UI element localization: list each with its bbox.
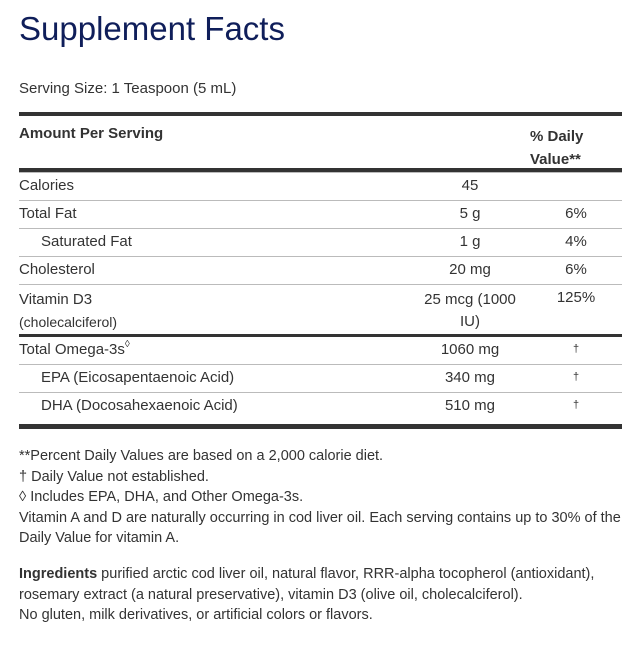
nutrient-amount: 510 mg (444, 397, 496, 414)
footnotes: **Percent Daily Values are based on a 2,… (19, 446, 629, 549)
daily-value-header-line1: % Daily (530, 128, 584, 145)
table-header: Amount Per Serving % Daily Value** (19, 116, 622, 172)
nutrient-amount: 340 mg (444, 369, 496, 386)
nutrient-name-sub: (cholecalciferol) (19, 314, 118, 330)
nutrient-amount: 45 (461, 177, 479, 194)
nutrient-dv: 125% (556, 289, 596, 306)
ingredients-label: Ingredients (19, 566, 98, 582)
table-row-total-fat: Total Fat 5 g 6% (19, 200, 622, 228)
daily-value-header-line2: Value** (530, 151, 581, 168)
nutrient-name: Total Omega-3s (19, 341, 125, 358)
ingredients-list: purified arctic cod liver oil, natural f… (19, 566, 595, 603)
nutrient-name: Cholesterol (19, 261, 95, 278)
diamond-footnote-icon: ◊ (124, 339, 130, 350)
nutrient-dv (530, 173, 622, 177)
table-row-cholesterol: Cholesterol 20 mg 6% (19, 256, 622, 284)
table-row-total-omega-3s: Total Omega-3s◊ 1060 mg † (19, 334, 622, 364)
table-row-epa: EPA (Eicosapentaenoic Acid) 340 mg † (19, 364, 622, 392)
nutrient-amount: 20 mg (449, 261, 491, 278)
nutrient-dv: † (530, 393, 622, 414)
nutrient-amount: 1060 mg (440, 341, 500, 358)
page-title: Supplement Facts (19, 10, 285, 47)
footnote-diamond: ◊ Includes EPA, DHA, and Other Omega-3s. (19, 489, 304, 505)
supplement-facts-table: Amount Per Serving % Daily Value** Calor… (19, 112, 622, 429)
nutrient-dv: † (530, 337, 622, 358)
dagger-footnote-icon: † (572, 371, 580, 383)
footnote-dagger: † Daily Value not established. (19, 468, 209, 485)
nutrient-name: DHA (Docosahexaenoic Acid) (41, 397, 238, 414)
daily-value-header: % Daily Value** (530, 116, 622, 168)
table-row-vitamin-d3: Vitamin D3 (cholecalciferol) 25 mcg (100… (19, 284, 622, 334)
nutrient-dv: † (530, 365, 622, 386)
nutrient-amount: 1 g (459, 233, 481, 250)
nutrient-amount: 25 mcg (1000 (424, 291, 516, 308)
nutrient-amount-line2: IU) (460, 313, 480, 330)
footnote-daily-values: **Percent Daily Values are based on a 2,… (19, 448, 384, 464)
nutrient-name-block: Total Omega-3s◊ (19, 337, 410, 358)
amount-per-serving-header: Amount Per Serving (19, 125, 164, 142)
nutrient-name: EPA (Eicosapentaenoic Acid) (41, 369, 235, 386)
table-row-saturated-fat: Saturated Fat 1 g 4% (19, 228, 622, 256)
ingredients-section: Ingredients purified arctic cod liver oi… (19, 564, 629, 626)
nutrient-name-block: Vitamin D3 (cholecalciferol) (19, 285, 410, 333)
dagger-footnote-icon: † (572, 343, 580, 355)
table-row-dha: DHA (Docosahexaenoic Acid) 510 mg † (19, 392, 622, 424)
nutrient-name: Saturated Fat (41, 233, 132, 250)
nutrient-name: Total Fat (19, 205, 77, 222)
footnote-vitamin-a-d: Vitamin A and D are naturally occurring … (19, 509, 621, 547)
ingredients-text-block: Ingredients purified arctic cod liver oi… (19, 564, 629, 605)
serving-size: Serving Size: 1 Teaspoon (5 mL) (19, 80, 237, 97)
nutrient-amount-block: 25 mcg (1000 IU) (410, 285, 530, 333)
table-row-calories: Calories 45 (19, 172, 622, 200)
nutrient-dv: 4% (565, 233, 587, 250)
nutrient-dv: 6% (565, 205, 587, 222)
nutrient-dv: 6% (565, 261, 587, 278)
nutrient-name: Calories (19, 177, 75, 194)
dagger-footnote-icon: † (572, 399, 580, 411)
nutrient-amount: 5 g (459, 205, 481, 222)
allergen-note: No gluten, milk derivatives, or artifici… (19, 607, 373, 623)
nutrient-name: Vitamin D3 (19, 291, 93, 308)
